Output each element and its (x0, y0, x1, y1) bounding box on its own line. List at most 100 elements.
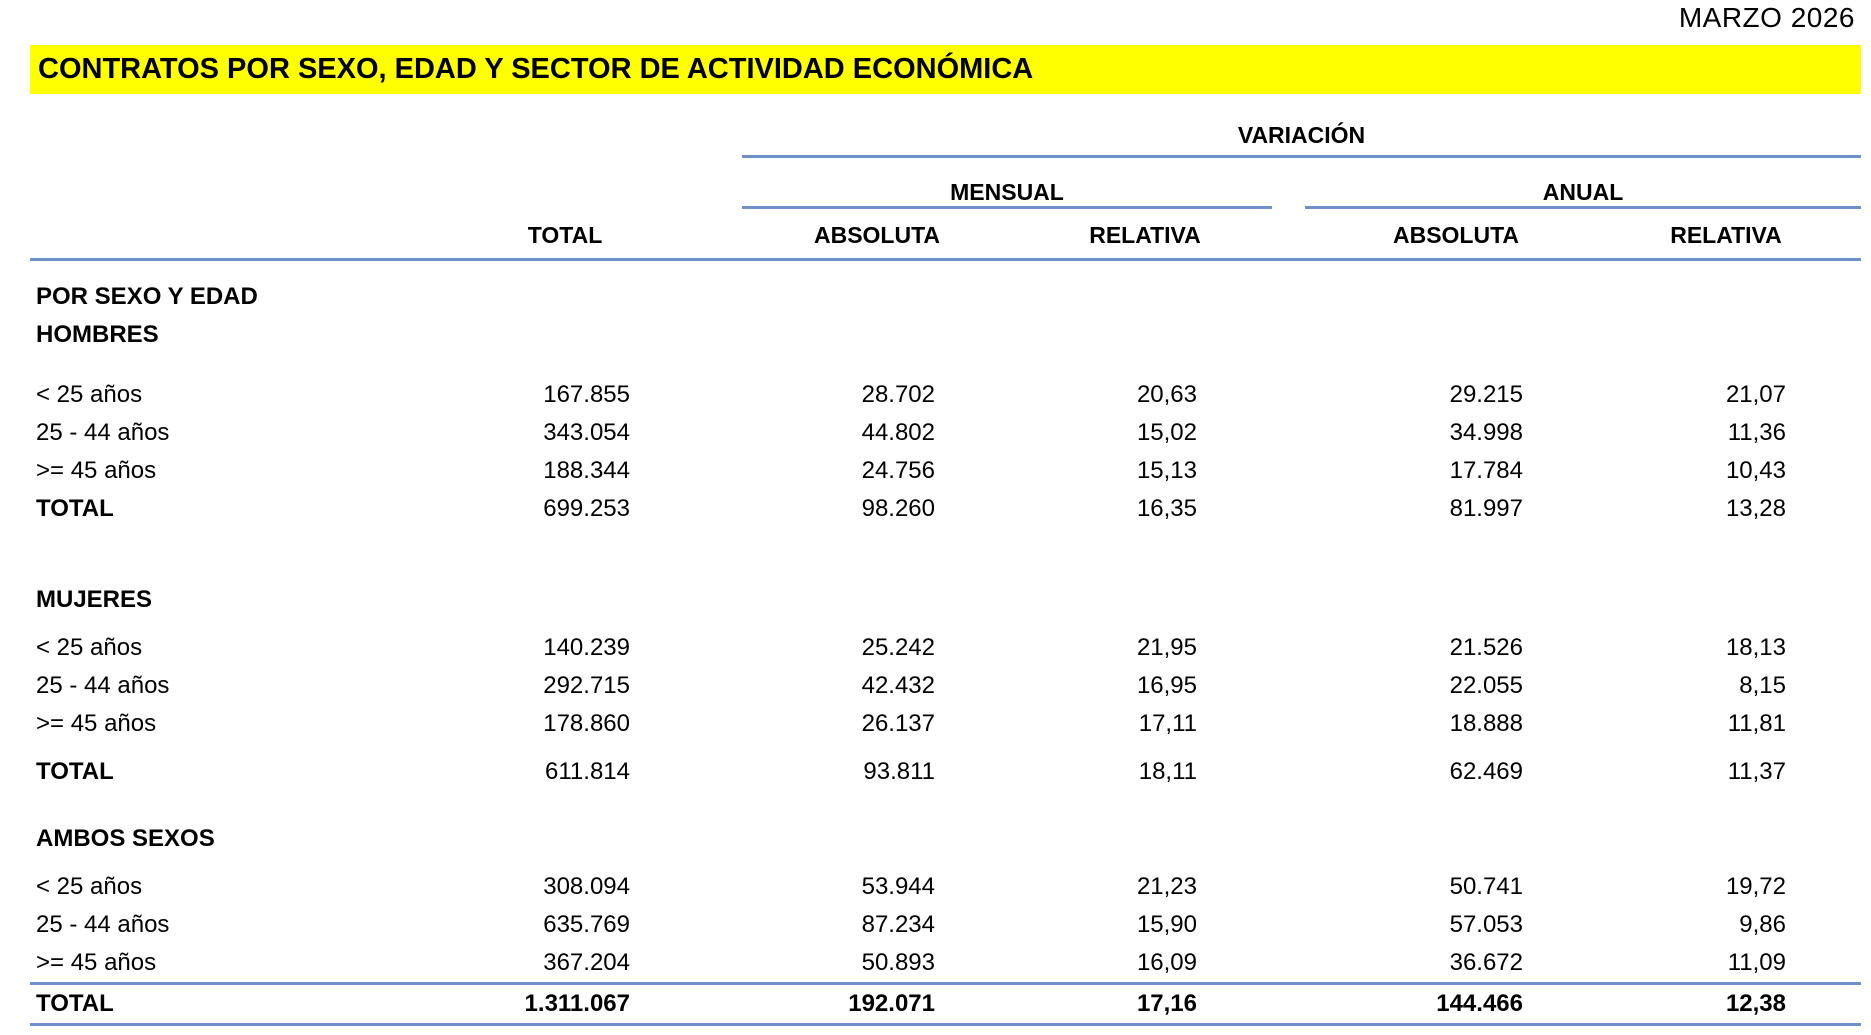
row-label: TOTAL (36, 758, 114, 785)
title-banner: CONTRATOS POR SEXO, EDAD Y SECTOR DE ACT… (30, 45, 1861, 94)
value-cell: 343.054 (543, 419, 630, 446)
row-label: < 25 años (36, 634, 143, 661)
row-label: MUJERES (36, 586, 153, 613)
value-cell: 21,23 (1136, 873, 1197, 900)
value-cell: 87.234 (861, 911, 935, 938)
value-cell: 11,81 (1727, 710, 1786, 737)
value-cell (1197, 581, 1523, 619)
value-cell (1523, 581, 1861, 619)
value-cell (630, 316, 935, 354)
variacion-header: VARIACIÓN (1237, 122, 1366, 148)
data-row: 25 - 44 años 343.054 44.802 15,02 34.998 11,3… (30, 414, 1861, 452)
value-cell: 28.702 (861, 381, 935, 408)
data-row: < 25 años 167.855 28.702 20,63 29.215 21,07 (30, 376, 1861, 414)
value-cell (630, 581, 935, 619)
data-row: >= 45 años 178.860 26.137 17,11 18.888 11,81 (30, 705, 1861, 743)
data-row: < 25 años 308.094 53.944 21,23 50.741 19,72 (30, 868, 1861, 906)
value-cell: 15,13 (1136, 457, 1197, 484)
variacion-rule (742, 155, 1861, 158)
value-cell: 144.466 (1436, 990, 1523, 1017)
value-cell (380, 820, 630, 858)
value-cell: 34.998 (1449, 419, 1523, 446)
value-cell: 15,02 (1136, 419, 1197, 446)
period-label: MARZO 2026 (1678, 2, 1855, 33)
value-cell: 20,63 (1136, 381, 1197, 408)
data-row: < 25 años 140.239 25.242 21,95 21.526 18,13 (30, 629, 1861, 667)
value-cell: 42.432 (861, 672, 935, 699)
value-cell: 15,90 (1136, 911, 1197, 938)
data-row: >= 45 años 367.204 50.893 16,09 36.672 11,09 (30, 944, 1861, 982)
row-label: HOMBRES (36, 321, 159, 348)
value-cell (1197, 316, 1523, 354)
value-cell: 9,86 (1739, 911, 1786, 938)
value-cell: 11,37 (1727, 758, 1786, 785)
value-cell: 188.344 (543, 457, 630, 484)
value-cell: 57.053 (1449, 911, 1523, 938)
mensual-absoluta-column-header: ABSOLUTA (813, 222, 941, 248)
group-row: HOMBRES (30, 316, 1861, 354)
value-cell (1197, 820, 1523, 858)
value-cell (935, 316, 1197, 354)
group-row: MUJERES (30, 581, 1861, 619)
row-label: AMBOS SEXOS (36, 825, 215, 852)
grandtotal-row: TOTAL 1.311.067 192.071 17,16 144.466 12,38 (30, 982, 1861, 1026)
value-cell (380, 278, 630, 316)
row-label: >= 45 años (36, 949, 157, 976)
value-cell: 11,09 (1727, 949, 1786, 976)
value-cell: 50.741 (1449, 873, 1523, 900)
row-label: TOTAL (36, 990, 114, 1017)
subtotal-row: TOTAL 611.814 93.811 18,11 62.469 11,37 (30, 753, 1861, 791)
value-cell: 192.071 (848, 990, 935, 1017)
data-row: 25 - 44 años 635.769 87.234 15,90 57.053 9,86 (30, 906, 1861, 944)
value-cell (1523, 278, 1861, 316)
value-cell (630, 278, 935, 316)
value-cell: 17,16 (1136, 990, 1197, 1017)
value-cell: 50.893 (861, 949, 935, 976)
value-cell (630, 820, 935, 858)
row-label: 25 - 44 años (36, 672, 170, 699)
mensual-header: MENSUAL (950, 179, 1064, 205)
value-cell: 308.094 (543, 873, 630, 900)
value-cell: 699.253 (543, 495, 630, 522)
value-cell: 81.997 (1449, 495, 1523, 522)
value-cell: 13,28 (1725, 495, 1786, 522)
value-cell: 24.756 (861, 457, 935, 484)
value-cell (935, 820, 1197, 858)
data-row: >= 45 años 188.344 24.756 15,13 17.784 10,43 (30, 452, 1861, 490)
mensual-rule (742, 206, 1272, 209)
value-cell (935, 278, 1197, 316)
group-row: AMBOS SEXOS (30, 820, 1861, 858)
row-label: < 25 años (36, 873, 143, 900)
page-title: CONTRATOS POR SEXO, EDAD Y SECTOR DE ACT… (38, 53, 1034, 85)
anual-header: ANUAL (1542, 179, 1624, 205)
anual-relativa-column-header: RELATIVA (1670, 222, 1782, 248)
value-cell: 167.855 (543, 381, 630, 408)
row-label: POR SEXO Y EDAD (36, 283, 258, 310)
subtotal-row: TOTAL 699.253 98.260 16,35 81.997 13,28 (30, 490, 1861, 528)
value-cell: 367.204 (543, 949, 630, 976)
value-cell: 16,95 (1136, 672, 1197, 699)
value-cell (380, 316, 630, 354)
value-cell: 21,95 (1136, 634, 1197, 661)
value-cell: 26.137 (861, 710, 935, 737)
value-cell: 18.888 (1449, 710, 1523, 737)
value-cell: 178.860 (543, 710, 630, 737)
value-cell: 44.802 (861, 419, 935, 446)
total-column-header: TOTAL (527, 222, 603, 248)
value-cell: 25.242 (861, 634, 935, 661)
value-cell: 17.784 (1449, 457, 1523, 484)
value-cell: 10,43 (1725, 457, 1786, 484)
row-label: >= 45 años (36, 457, 157, 484)
value-cell: 21.526 (1449, 634, 1523, 661)
value-cell: 16,35 (1136, 495, 1197, 522)
value-cell: 611.814 (545, 758, 630, 785)
value-cell: 635.769 (543, 911, 630, 938)
value-cell: 18,13 (1725, 634, 1786, 661)
value-cell (380, 581, 630, 619)
value-cell (1523, 820, 1861, 858)
value-cell: 36.672 (1449, 949, 1523, 976)
row-label: 25 - 44 años (36, 911, 170, 938)
value-cell (935, 581, 1197, 619)
mensual-relativa-column-header: RELATIVA (1089, 222, 1201, 248)
header-bottom-rule (30, 258, 1861, 261)
